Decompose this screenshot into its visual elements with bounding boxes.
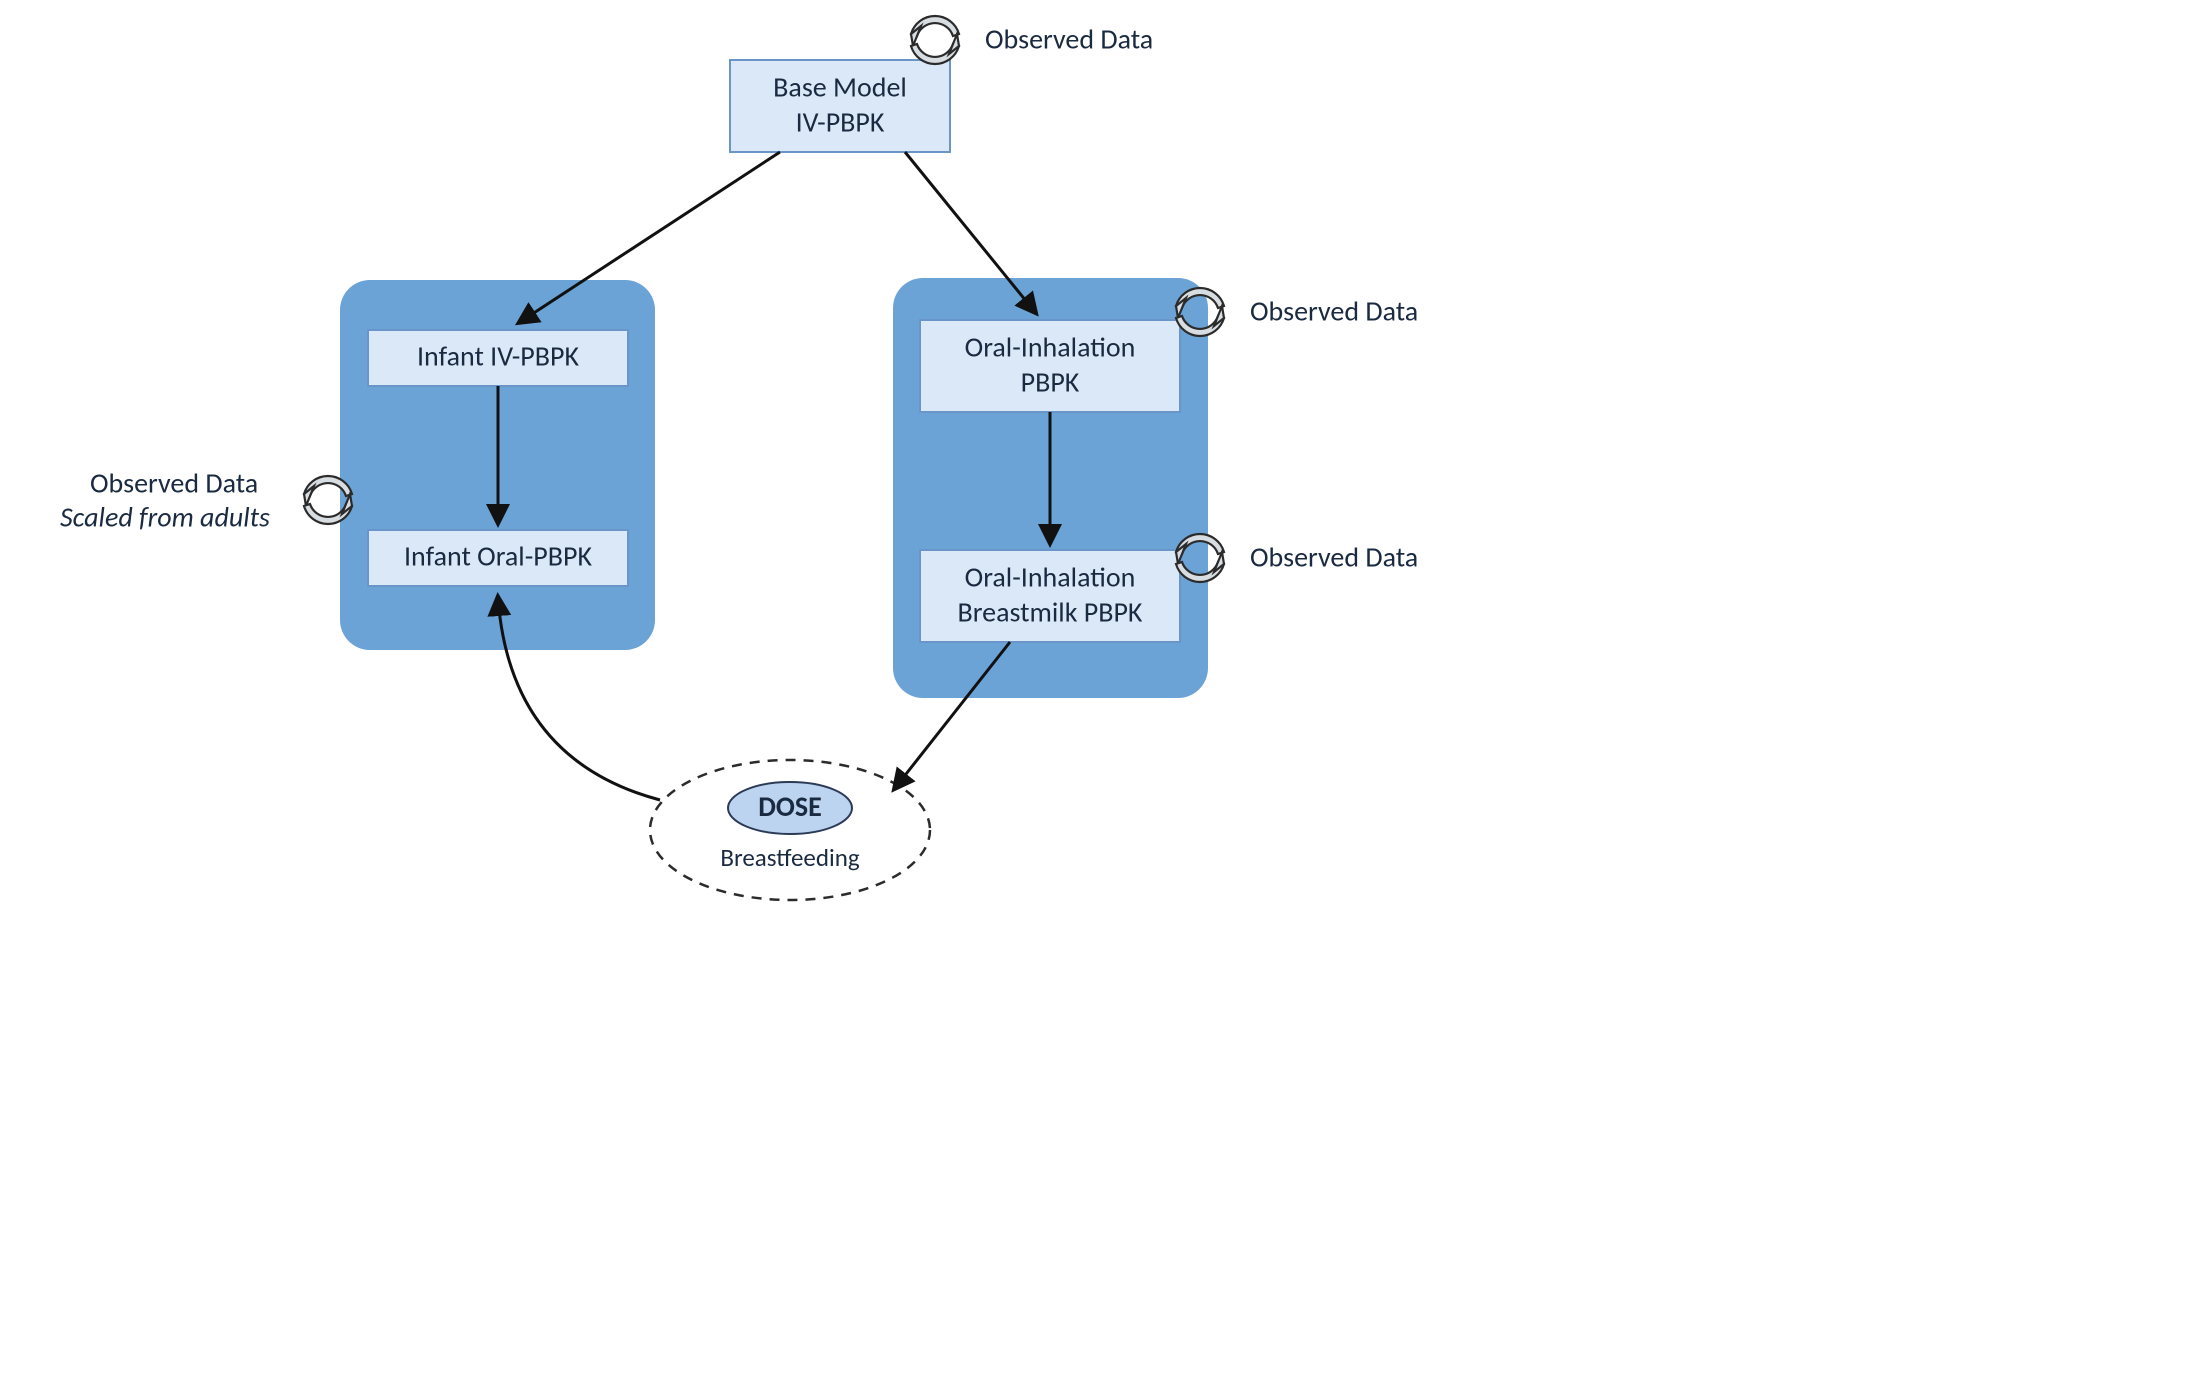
node-base-model-line2: IV-PBPK [796,105,885,140]
label-observed-right-2: Observed Data [1250,540,1418,575]
label-observed-left-1: Observed Data [90,466,258,501]
label-observed-right-1: Observed Data [1250,294,1418,329]
pbpk-flowchart: Base Model IV-PBPK Infant IV-PBPK Infant… [0,0,1560,1000]
node-oral-inhalation-breastmilk-line1: Oral-Inhalation [965,560,1136,595]
node-infant-oral-label: Infant Oral-PBPK [404,539,592,574]
cycle-icon [911,16,959,64]
node-base-model-line1: Base Model [773,70,907,105]
label-observed-left-2: Scaled from adults [60,500,270,535]
node-oral-inhalation-breastmilk-line2: Breastmilk PBPK [958,595,1143,630]
dose-subtitle: Breastfeeding [720,842,859,873]
node-oral-inhalation-line2: PBPK [1021,365,1080,400]
dose-title: DOSE [758,789,821,824]
label-observed-base: Observed Data [985,22,1153,57]
node-oral-inhalation-line1: Oral-Inhalation [965,330,1136,365]
node-infant-iv-label: Infant IV-PBPK [417,339,579,374]
